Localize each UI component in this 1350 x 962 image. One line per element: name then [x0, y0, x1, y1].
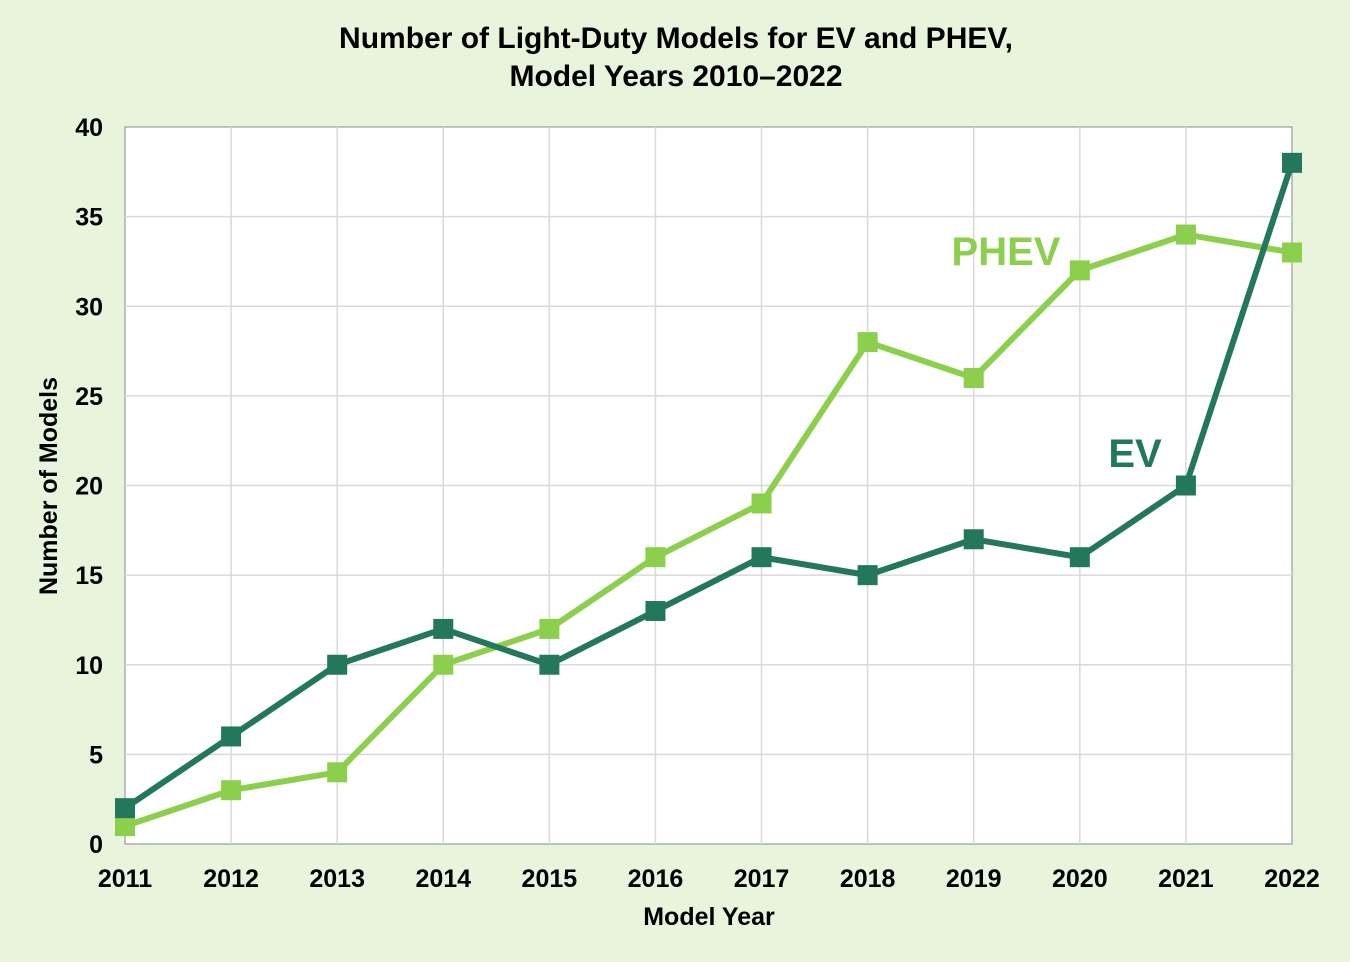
x-axis-ticks: 2011 2012 2013 2014 2015 2016 2017 2018 2019 2020… — [98, 865, 1320, 893]
grid — [125, 127, 1292, 844]
data-point-phev — [221, 780, 242, 801]
data-point-ev — [963, 529, 984, 550]
y-tick-label: 10 — [75, 652, 103, 680]
x-tick-label: 2011 — [98, 865, 152, 893]
x-tick-label: 2013 — [309, 865, 365, 893]
chart-title-line-1: Number of Light-Duty Models for EV and P… — [339, 22, 1013, 55]
x-tick-label: 2016 — [628, 865, 684, 893]
x-tick-label: 2019 — [946, 865, 1002, 893]
data-point-ev — [221, 726, 242, 747]
data-point-phev — [1069, 260, 1090, 281]
series-ev — [115, 152, 1302, 819]
y-tick-label: 20 — [75, 473, 103, 501]
x-tick-label: 2017 — [734, 865, 790, 893]
y-tick-label: 40 — [75, 114, 103, 142]
y-tick-label: 25 — [75, 383, 103, 411]
y-tick-label: 0 — [89, 831, 103, 859]
series-label-ev: EV — [1108, 432, 1162, 476]
series-label-phev: PHEV — [952, 230, 1061, 274]
data-point-phev — [645, 547, 666, 568]
x-tick-label: 2014 — [415, 865, 471, 893]
x-axis-label: Model Year — [643, 903, 775, 931]
series-line-ev — [123, 161, 1295, 811]
data-point-ev — [857, 565, 878, 586]
data-point-ev — [1282, 152, 1302, 173]
series-phev — [115, 224, 1302, 837]
data-point-phev — [433, 654, 454, 675]
series — [115, 152, 1302, 837]
data-point-ev — [539, 654, 560, 675]
x-tick-label: 2012 — [203, 865, 259, 893]
data-point-ev — [433, 618, 454, 639]
y-tick-label: 35 — [75, 204, 103, 232]
data-point-phev — [751, 493, 772, 514]
chart-title-line-2: Model Years 2010–2022 — [509, 60, 842, 93]
data-point-ev — [115, 798, 135, 819]
data-point-ev — [327, 654, 348, 675]
data-point-phev — [963, 367, 984, 388]
y-axis-ticks: 0 5 10 15 20 25 30 35 40 — [75, 114, 103, 859]
data-point-ev — [645, 600, 666, 621]
data-point-phev — [327, 762, 348, 783]
data-point-phev — [857, 332, 878, 353]
data-point-phev — [115, 816, 135, 837]
series-line-phev — [124, 231, 1293, 829]
x-tick-label: 2015 — [522, 865, 578, 893]
x-tick-label: 2021 — [1158, 865, 1214, 893]
data-point-ev — [1069, 547, 1090, 568]
data-point-phev — [1282, 242, 1302, 263]
data-point-ev — [1175, 475, 1196, 496]
data-point-phev — [539, 618, 560, 639]
y-axis-label: Number of Models — [35, 377, 63, 595]
y-tick-label: 30 — [75, 293, 103, 321]
x-tick-label: 2022 — [1264, 865, 1320, 893]
data-point-phev — [1175, 224, 1196, 245]
x-tick-label: 2018 — [840, 865, 896, 893]
data-point-ev — [751, 547, 772, 568]
y-tick-label: 15 — [75, 562, 103, 590]
y-tick-label: 5 — [89, 741, 103, 769]
x-tick-label: 2020 — [1052, 865, 1108, 893]
